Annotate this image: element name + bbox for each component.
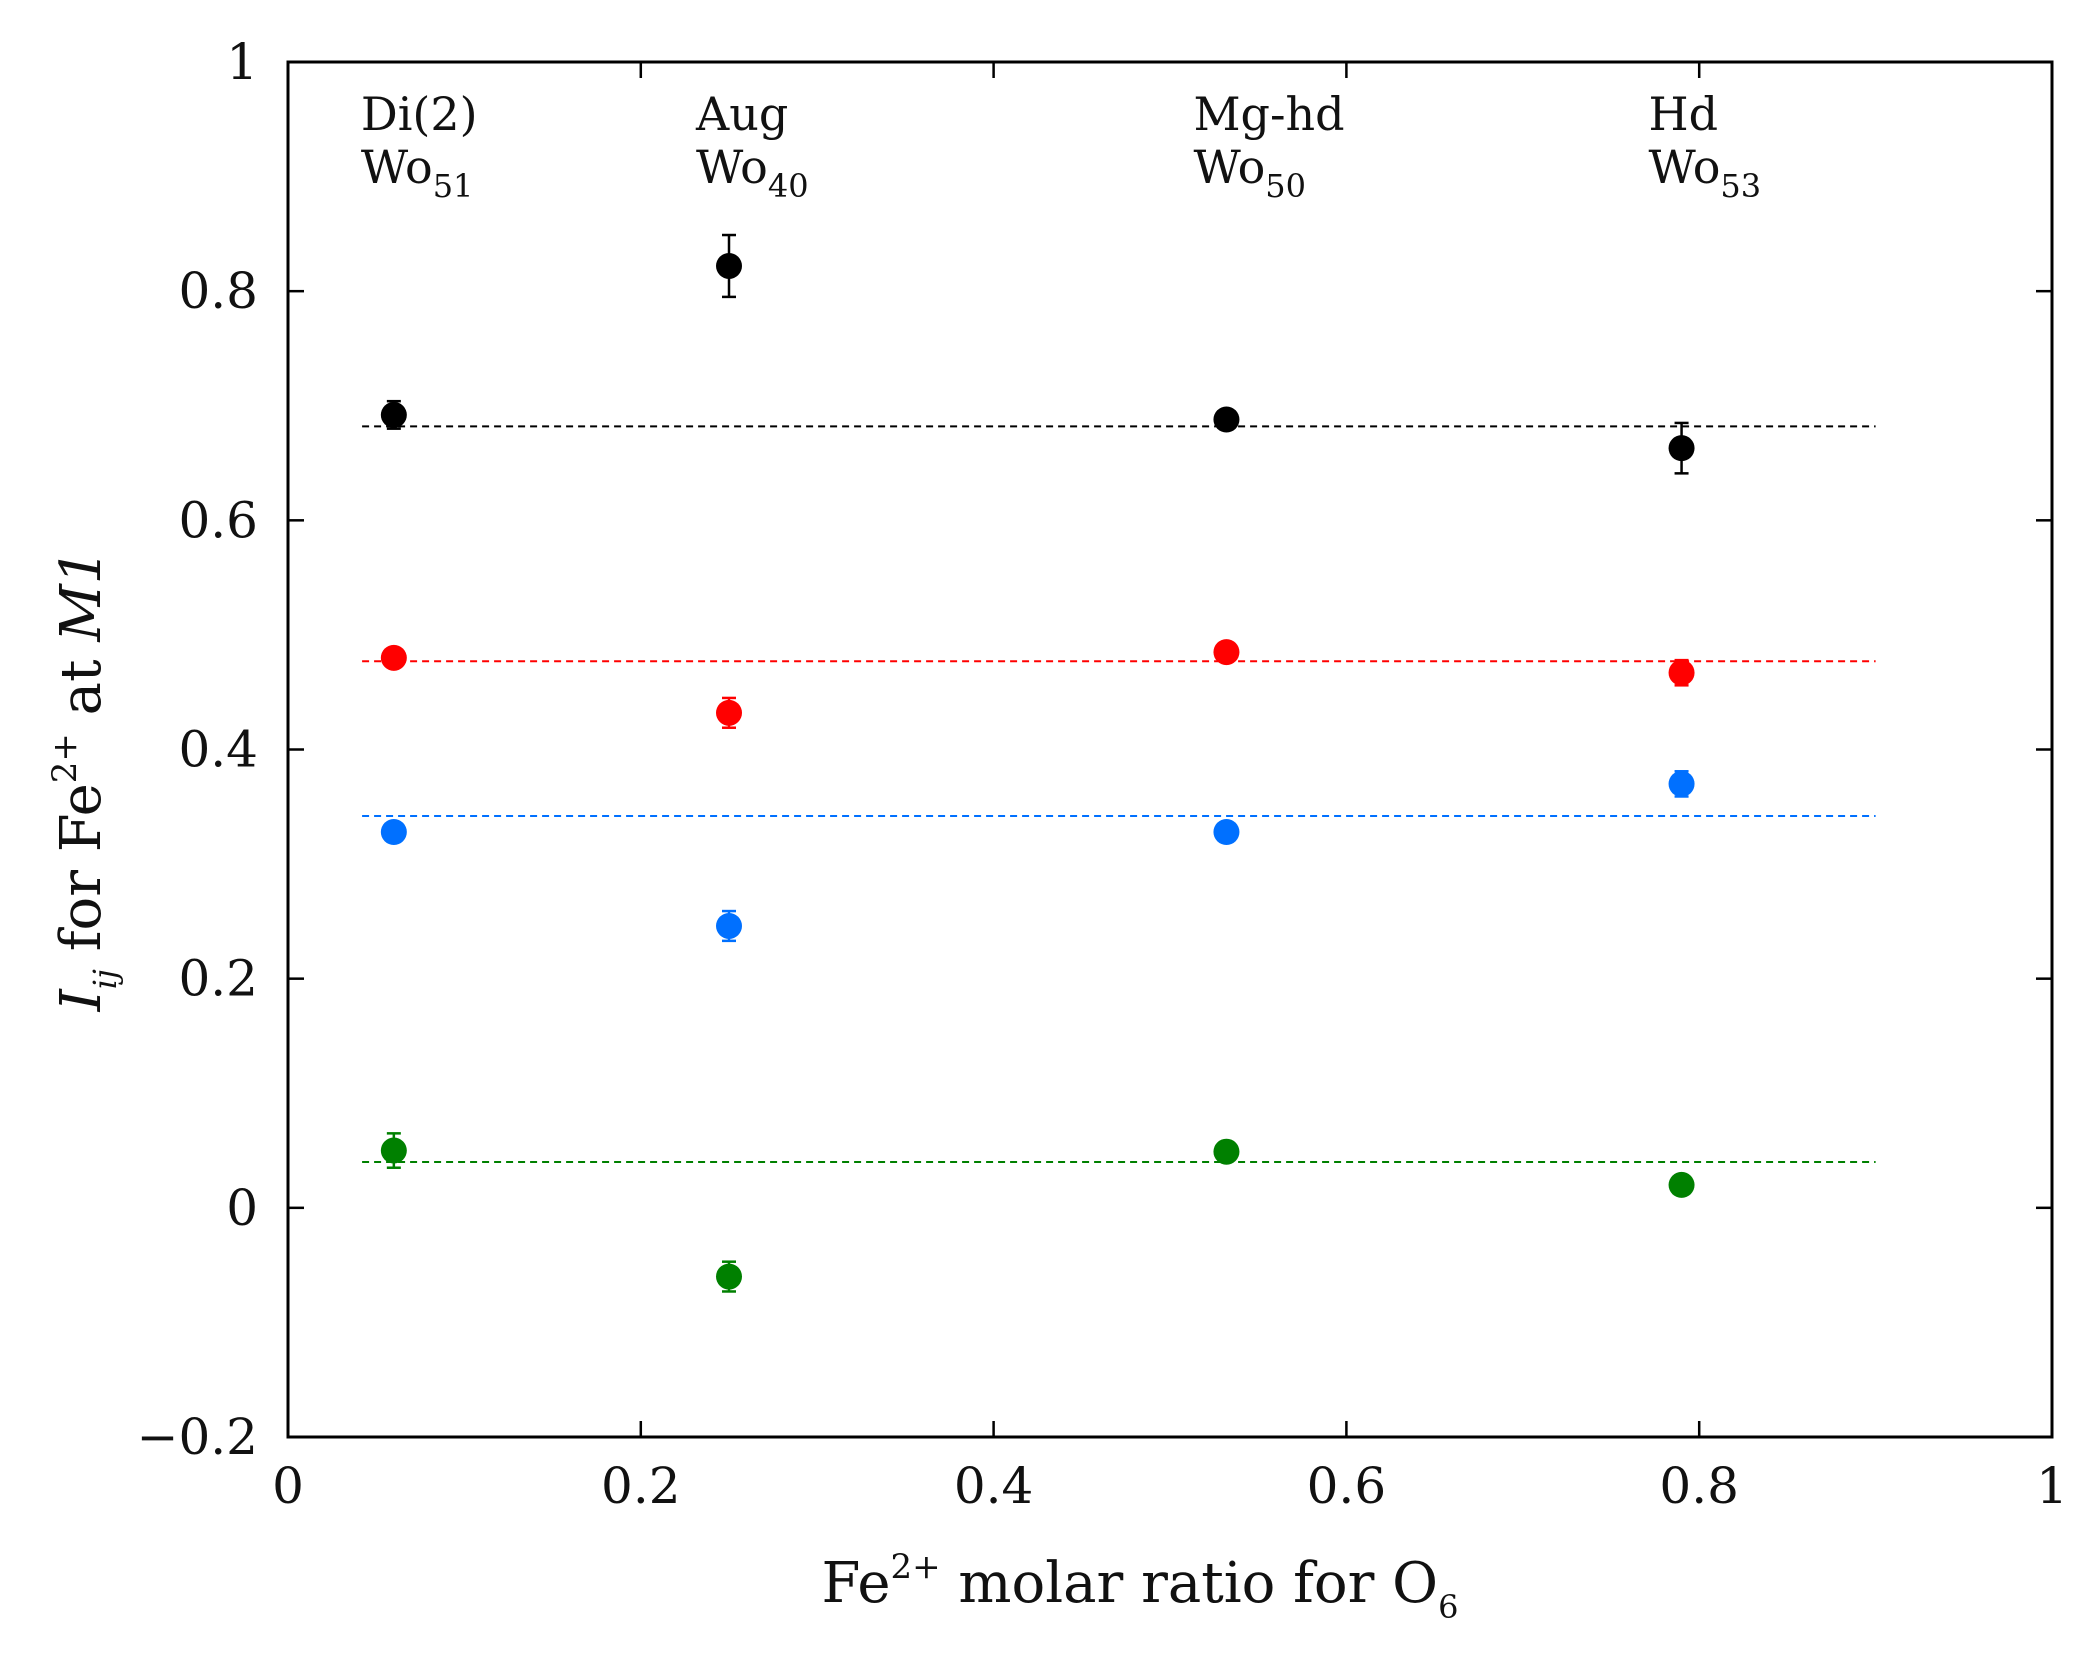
x-tick-label: 0.6	[1307, 1457, 1387, 1515]
x-tick-label: 0.2	[601, 1457, 681, 1515]
data-point	[380, 1137, 407, 1164]
data-point	[1213, 1138, 1240, 1165]
data-point	[1668, 659, 1695, 686]
data-point	[380, 401, 407, 428]
y-tick-label: 0.4	[178, 721, 258, 779]
y-tick-label: 0.8	[178, 262, 258, 320]
data-points	[380, 233, 1695, 1293]
x-axis-label: Fe2+ molar ratio for O6	[822, 1547, 1459, 1626]
wollastonite-label: Wo50	[1193, 140, 1306, 205]
wollastonite-label: Wo53	[1649, 140, 1762, 205]
y-tick-label: 0.6	[178, 491, 258, 549]
mineral-label: Aug	[695, 87, 788, 141]
x-tick-label: 0	[272, 1457, 304, 1515]
ticks: 0 0.2 0.4 0.6 0.8 1−0.200.20.40.60.81	[137, 33, 2068, 1515]
wollastonite-label: Wo51	[361, 140, 474, 205]
y-tick-label: 0	[226, 1179, 258, 1237]
data-point	[716, 912, 742, 939]
data-point	[1213, 819, 1240, 845]
y-axis-label: Iij for Fe2+ at M1	[45, 549, 124, 1013]
mean-lines	[362, 425, 1876, 1163]
x-tick-label: 0.4	[954, 1457, 1034, 1515]
data-point	[1213, 406, 1240, 433]
data-point	[716, 252, 742, 279]
y-tick-label: 1	[226, 33, 258, 91]
data-point	[380, 644, 407, 671]
y-tick-label: 0.2	[178, 950, 258, 1008]
x-tick-label: 0.8	[1659, 1457, 1739, 1515]
data-point	[1668, 1171, 1695, 1198]
data-point	[716, 699, 742, 726]
x-tick-label: 1	[2036, 1457, 2068, 1515]
y-tick-label: −0.2	[137, 1408, 258, 1466]
data-point	[1668, 770, 1695, 797]
mineral-label: Di(2)	[361, 87, 478, 141]
plot-frame	[286, 60, 2054, 1439]
mineral-label: Mg-hd	[1193, 87, 1344, 141]
data-point	[380, 819, 407, 845]
data-point	[1213, 639, 1240, 666]
data-point	[1668, 435, 1695, 462]
mineral-label: Hd	[1649, 87, 1719, 141]
wollastonite-label: Wo40	[696, 140, 809, 205]
data-point	[716, 1263, 742, 1290]
